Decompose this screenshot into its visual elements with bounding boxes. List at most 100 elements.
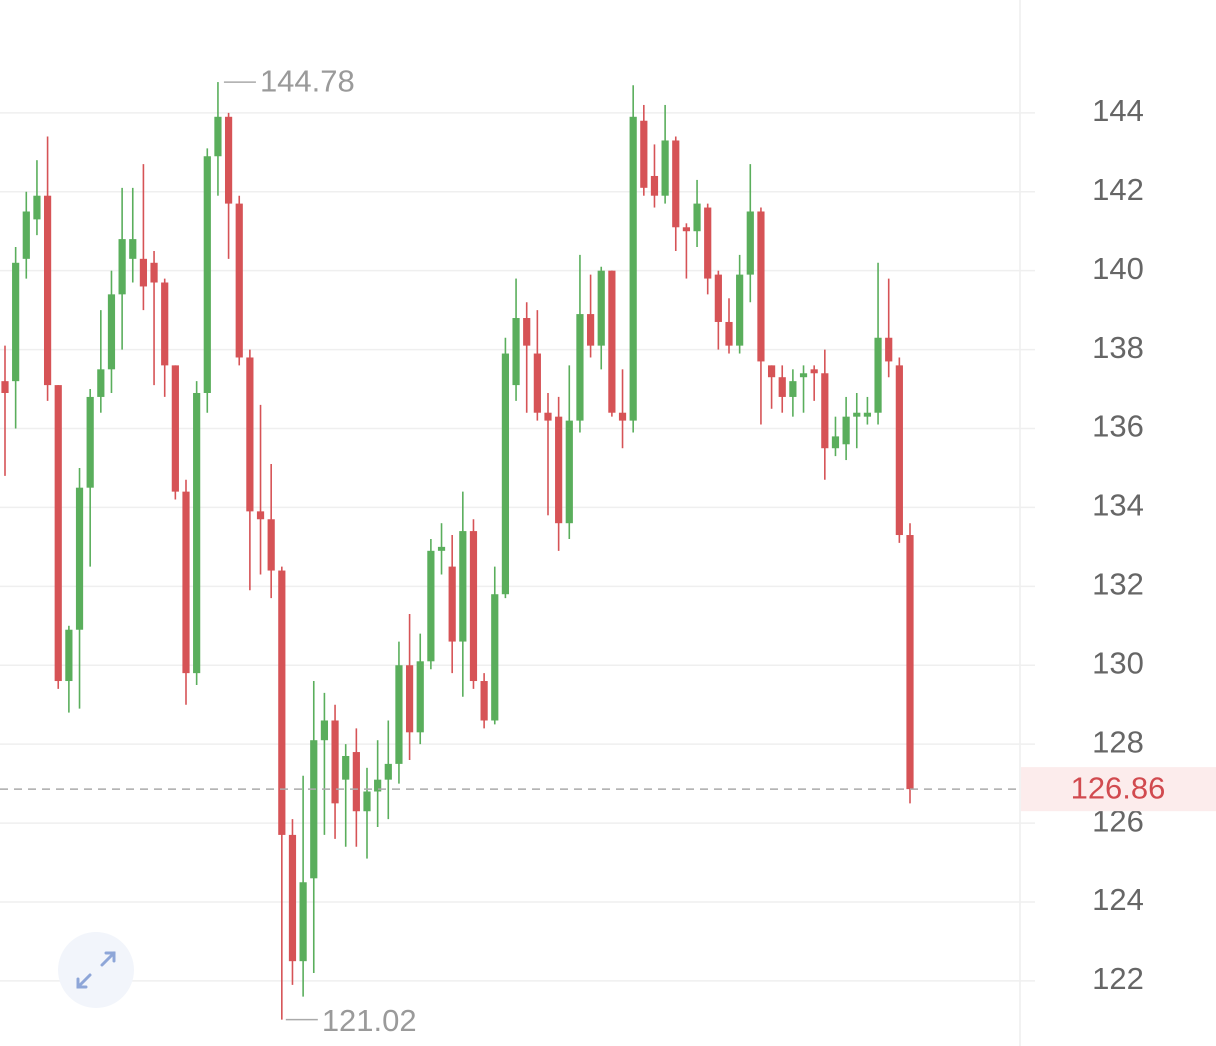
candles — [1, 82, 914, 1020]
last-price-label: 126.86 — [1071, 770, 1166, 805]
candle-body — [22, 211, 30, 259]
candle-body — [853, 412, 861, 417]
candle-body — [129, 239, 137, 259]
candle-body — [586, 314, 595, 346]
candle-body — [310, 740, 318, 879]
candle-body — [75, 487, 84, 630]
candle-body — [54, 385, 62, 682]
candle-body — [267, 519, 275, 571]
expand-bg[interactable] — [58, 932, 134, 1008]
y-tick-label: 132 — [1092, 567, 1144, 602]
candle-body — [608, 270, 616, 413]
expand-button[interactable] — [58, 932, 134, 1008]
last-price-box — [1021, 767, 1216, 812]
candle-body — [640, 120, 648, 188]
y-tick-label: 128 — [1092, 724, 1144, 759]
candle-body — [107, 294, 116, 370]
candle-body — [810, 369, 818, 374]
candle-body — [757, 211, 765, 362]
candle-body — [182, 491, 190, 674]
candle-body — [320, 720, 329, 741]
candle-body — [214, 116, 222, 157]
candle-body — [427, 550, 435, 662]
candle-body — [746, 211, 754, 275]
candle-body — [874, 337, 882, 413]
y-tick-label: 144 — [1092, 93, 1144, 128]
candle-body — [288, 834, 297, 962]
candle-body — [842, 416, 850, 445]
candle-body — [704, 207, 712, 279]
candle-body — [501, 353, 510, 595]
candle-body — [831, 436, 840, 449]
candle-body — [86, 396, 94, 488]
candle-body — [352, 752, 360, 812]
expand-icon[interactable] — [76, 951, 116, 989]
candle-body — [597, 270, 605, 346]
candle-body — [448, 566, 456, 642]
candle-body — [789, 381, 797, 397]
candle-body — [629, 116, 637, 421]
candle-body — [118, 239, 126, 295]
candle-body — [1, 381, 9, 393]
candle-body — [171, 365, 179, 492]
candle-body — [299, 882, 307, 962]
candle-body — [374, 779, 382, 792]
max-label: 144.78 — [260, 63, 355, 98]
candle-body — [863, 412, 872, 417]
candle-body — [523, 318, 531, 346]
candle-body — [885, 337, 893, 362]
candle-body — [437, 546, 446, 551]
candle-body — [203, 156, 211, 393]
min-label: 121.02 — [322, 1003, 417, 1038]
candle-body — [331, 720, 339, 804]
candle-body — [906, 535, 914, 790]
candle-body — [459, 531, 467, 642]
candle-body — [224, 116, 233, 204]
y-tick-label: 140 — [1092, 251, 1144, 286]
y-tick-label: 124 — [1092, 882, 1144, 917]
candle-body — [161, 282, 169, 366]
candle-body — [193, 392, 201, 674]
candle-body — [405, 665, 414, 733]
candle-body — [778, 377, 786, 397]
candle-body — [714, 274, 722, 322]
candle-body — [342, 755, 350, 780]
candle-body — [821, 373, 829, 449]
candle-body — [565, 420, 573, 524]
candle-body — [650, 175, 659, 196]
candle-body — [576, 314, 584, 421]
candle-body — [512, 318, 520, 386]
candle-body — [65, 629, 73, 682]
candle-body — [693, 203, 701, 232]
candle-body — [618, 412, 627, 421]
candle-body — [363, 791, 371, 812]
candle-body — [480, 681, 488, 721]
y-tick-label: 142 — [1092, 172, 1144, 207]
candle-body — [43, 195, 52, 386]
candle-body — [235, 203, 243, 358]
candle-body — [736, 274, 744, 346]
overlay: 144.78 121.02 126.86 — [0, 63, 1216, 1038]
candle-body — [533, 353, 541, 413]
y-tick-label: 122 — [1092, 961, 1144, 996]
candle-body — [384, 763, 392, 780]
candle-body — [767, 365, 776, 378]
candle-body — [661, 140, 669, 196]
candle-body — [97, 369, 105, 397]
candle-body — [256, 511, 265, 520]
y-tick-label: 138 — [1092, 330, 1144, 365]
candle-body — [682, 227, 691, 232]
y-tick-label: 134 — [1092, 488, 1144, 523]
candle-body — [672, 140, 680, 228]
candle-body — [469, 531, 478, 682]
candle-body — [895, 365, 903, 536]
candle-body — [33, 195, 41, 220]
candle-body — [150, 262, 158, 283]
candle-body — [491, 594, 499, 721]
candle-body — [12, 262, 20, 382]
candle-body — [246, 357, 254, 512]
candle-body — [278, 570, 286, 835]
